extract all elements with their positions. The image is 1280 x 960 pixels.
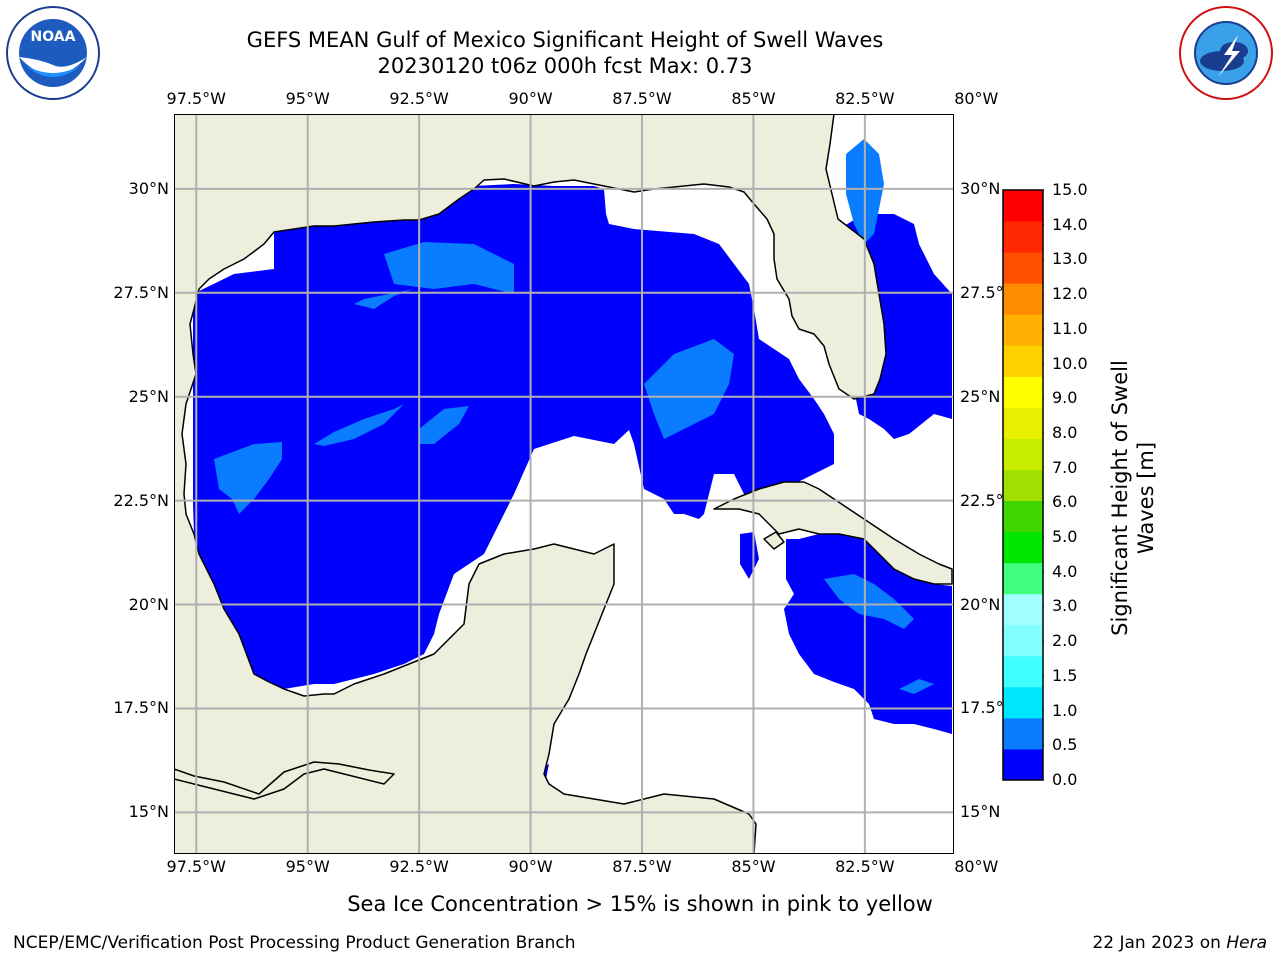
noaa-logo-text: NOAA xyxy=(31,29,76,45)
lon-tick-bottom: 90°W xyxy=(508,857,553,876)
lat-tick-right: 17.5°N xyxy=(960,698,1016,718)
colorbar-swatch xyxy=(1003,283,1043,315)
colorbar-swatch xyxy=(1003,221,1043,253)
colorbar-tick-label: 2.0 xyxy=(1052,631,1078,651)
colorbar-swatch xyxy=(1003,531,1043,564)
colorbar-swatch xyxy=(1003,593,1043,626)
graticule xyxy=(174,114,954,854)
lon-tick-top: 82.5°W xyxy=(835,89,895,108)
colorbar-tick-label: 1.0 xyxy=(1052,700,1078,720)
lon-tick-top: 90°W xyxy=(508,89,553,108)
colorbar-tick-label: 4.0 xyxy=(1052,561,1078,581)
colorbar-tick-label: 3.0 xyxy=(1052,596,1078,616)
colorbar xyxy=(1002,189,1044,781)
generation-date-text: 22 Jan 2023 on xyxy=(1092,933,1227,953)
map-subtitle: 20230120 t06z 000h fcst Max: 0.73 xyxy=(377,54,753,78)
colorbar-swatch xyxy=(1003,190,1043,222)
lat-tick-left: 20°N xyxy=(128,594,169,614)
lon-tick-bottom: 97.5°W xyxy=(166,857,227,876)
lon-tick-bottom: 87.5°W xyxy=(612,857,672,876)
colorbar-tick-label: 1.5 xyxy=(1052,665,1078,685)
colorbar-swatch xyxy=(1003,686,1043,719)
gulf-swell-map xyxy=(174,114,954,854)
lon-tick-bottom: 95°W xyxy=(285,857,330,876)
sea-ice-note: Sea Ice Concentration > 15% is shown in … xyxy=(347,892,933,916)
colorbar-swatch xyxy=(1003,655,1043,688)
colorbar-swatch xyxy=(1003,500,1043,533)
map-title: GEFS MEAN Gulf of Mexico Significant Hei… xyxy=(246,28,884,52)
colorbar-tick-label: 8.0 xyxy=(1052,422,1078,442)
lat-tick-left: 15°N xyxy=(128,802,169,822)
lat-tick-right: 30°N xyxy=(960,178,1001,198)
colorbar-swatch xyxy=(1003,252,1043,284)
lon-tick-bottom: 85°W xyxy=(731,857,776,876)
lon-tick-bottom: 92.5°W xyxy=(389,857,449,876)
colorbar-tick-label: 6.0 xyxy=(1052,492,1078,512)
lon-tick-top: 80°W xyxy=(954,89,999,108)
generation-date: 22 Jan 2023 on Hera xyxy=(1092,933,1267,953)
colorbar-frame xyxy=(1002,189,1044,781)
colorbar-swatch xyxy=(1003,407,1043,439)
generation-host: Hera xyxy=(1226,933,1267,953)
lat-tick-right: 15°N xyxy=(960,802,1001,822)
lat-tick-right: 25°N xyxy=(960,386,1001,406)
colorbar-tick-label: 10.0 xyxy=(1052,353,1088,373)
noaa-logo: NOAA xyxy=(5,5,101,101)
lat-tick-left: 22.5°N xyxy=(113,490,169,510)
lat-tick-right: 27.5°N xyxy=(960,282,1016,302)
colorbar-tick-label: 12.0 xyxy=(1052,284,1088,304)
colorbar-swatch xyxy=(1003,624,1043,657)
colorbar-tick-label: 7.0 xyxy=(1052,457,1078,477)
colorbar-swatch xyxy=(1003,469,1043,502)
colorbar-tick-label: 5.0 xyxy=(1052,527,1078,547)
colorbar-swatch xyxy=(1003,314,1043,346)
colorbar-tick-label: 15.0 xyxy=(1052,180,1088,199)
lat-tick-left: 25°N xyxy=(128,386,169,406)
lat-tick-left: 30°N xyxy=(128,178,169,198)
colorbar-swatch xyxy=(1003,562,1043,595)
lat-tick-right: 22.5°N xyxy=(960,490,1016,510)
colorbar-tick-label: 13.0 xyxy=(1052,249,1088,269)
nws-logo xyxy=(1178,5,1274,101)
lat-tick-right: 20°N xyxy=(960,594,1001,614)
colorbar-tick-label: 9.0 xyxy=(1052,388,1078,408)
colorbar-label: Significant Height of Swell Waves [m] xyxy=(1108,360,1158,636)
lon-tick-bottom: 82.5°W xyxy=(835,857,895,876)
producer-credit: NCEP/EMC/Verification Post Processing Pr… xyxy=(13,933,576,953)
lon-tick-top: 95°W xyxy=(285,89,330,108)
lat-tick-left: 27.5°N xyxy=(113,282,169,302)
colorbar-swatch xyxy=(1003,717,1043,750)
colorbar-swatch xyxy=(1003,438,1043,470)
colorbar-tick-label: 0.0 xyxy=(1052,770,1078,789)
lon-tick-top: 87.5°W xyxy=(612,89,672,108)
colorbar-swatch xyxy=(1003,748,1043,781)
colorbar-swatch xyxy=(1003,345,1043,377)
colorbar-swatch xyxy=(1003,376,1043,408)
colorbar-tick-label: 0.5 xyxy=(1052,735,1078,755)
lon-tick-top: 97.5°W xyxy=(166,89,227,108)
lat-tick-left: 17.5°N xyxy=(113,698,169,718)
lon-tick-bottom: 80°W xyxy=(954,857,999,876)
lon-tick-top: 85°W xyxy=(731,89,776,108)
colorbar-tick-label: 14.0 xyxy=(1052,214,1088,234)
lon-tick-top: 92.5°W xyxy=(389,89,449,108)
colorbar-tick-label: 11.0 xyxy=(1052,318,1088,338)
